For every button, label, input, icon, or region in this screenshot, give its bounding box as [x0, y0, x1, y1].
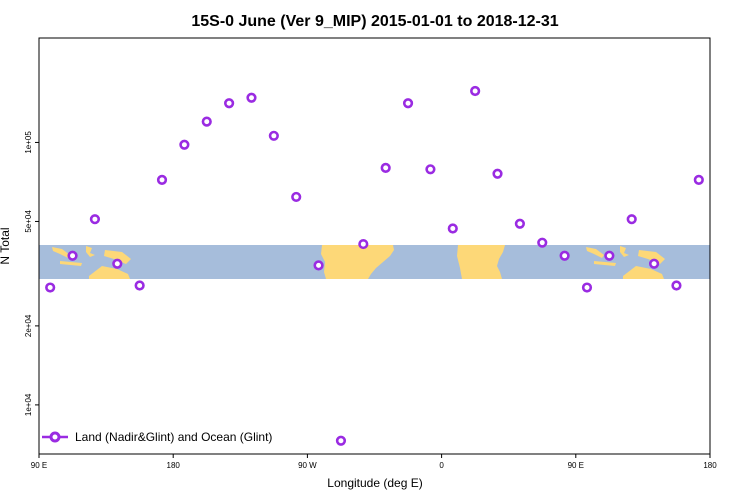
- data-point: [626, 214, 637, 225]
- x-tick-label: 180: [167, 461, 181, 470]
- data-point: [201, 116, 212, 127]
- data-point: [224, 98, 235, 109]
- data-point: [470, 85, 481, 97]
- data-point: [425, 164, 436, 175]
- y-axis-label: N Total: [0, 227, 12, 264]
- data-point: [134, 280, 145, 291]
- land-africa: [457, 245, 505, 279]
- land-australia-west: [89, 266, 130, 279]
- land-masses: [52, 245, 665, 279]
- data-point: [313, 260, 324, 271]
- x-tick-label: 90 W: [298, 461, 317, 470]
- y-tick-label: 1e+05: [24, 131, 33, 154]
- data-point: [537, 237, 548, 248]
- land-sulawesi-west: [86, 246, 95, 257]
- data-point: [89, 214, 101, 225]
- y-axis: 1e+04 2e+04 5e+04 1e+05: [24, 131, 39, 416]
- land-indonesia-east: [586, 247, 604, 258]
- data-point: [604, 250, 615, 261]
- x-tick-label: 90 E: [568, 461, 584, 470]
- data-point: [514, 218, 525, 229]
- x-tick-label: 0: [439, 461, 444, 470]
- x-tick-label: 90 E: [31, 461, 47, 470]
- data-points: [45, 85, 704, 446]
- x-tick-label: 180: [703, 461, 717, 470]
- data-point: [358, 238, 369, 250]
- land-new-guinea-east: [638, 250, 665, 264]
- land-australia-east: [623, 266, 664, 279]
- land-java-east: [594, 261, 616, 266]
- y-tick-label: 5e+04: [24, 210, 33, 233]
- data-point: [671, 280, 682, 291]
- legend-marker: [49, 431, 61, 443]
- land-new-guinea-west: [104, 250, 131, 264]
- data-point: [246, 92, 257, 103]
- data-point: [402, 98, 414, 109]
- data-point: [447, 223, 458, 234]
- legend: Land (Nadir&Glint) and Ocean (Glint): [42, 430, 272, 444]
- data-point: [112, 258, 123, 269]
- data-point: [156, 174, 168, 185]
- y-tick-label: 2e+04: [24, 314, 33, 337]
- land-indonesia-west: [52, 247, 70, 258]
- data-point: [291, 191, 302, 203]
- data-point: [67, 250, 78, 261]
- data-point: [492, 168, 503, 179]
- data-point: [335, 435, 347, 446]
- plot-frame: [38, 37, 711, 455]
- land-sulawesi-east: [620, 246, 629, 257]
- x-axis: 90 E 180 90 W 0 90 E 180: [31, 454, 717, 470]
- legend-label: Land (Nadir&Glint) and Ocean (Glint): [75, 430, 272, 444]
- data-point: [268, 130, 279, 141]
- data-point: [45, 282, 56, 293]
- x-axis-label: Longitude (deg E): [327, 476, 422, 490]
- data-point: [693, 174, 704, 185]
- data-point: [559, 250, 570, 261]
- land-java-west: [60, 261, 82, 266]
- y-tick-label: 1e+04: [24, 393, 33, 416]
- data-point: [380, 162, 391, 173]
- chart-title: 15S-0 June (Ver 9_MIP) 2015-01-01 to 201…: [191, 13, 558, 30]
- data-point: [581, 282, 593, 293]
- data-point: [179, 139, 190, 150]
- background-map: [39, 245, 710, 279]
- land-south-america: [321, 245, 394, 279]
- data-point: [648, 258, 660, 269]
